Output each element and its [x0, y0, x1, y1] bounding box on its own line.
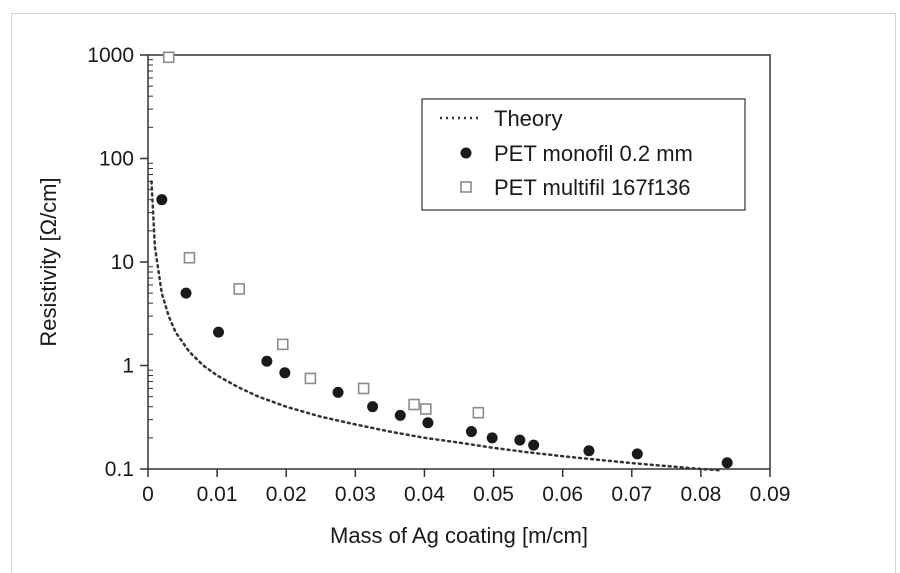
monofil-point	[721, 457, 733, 469]
x-tick-label: 0.05	[473, 483, 514, 506]
x-tick-label: 0.03	[335, 483, 376, 506]
y-tick-label: 100	[99, 148, 134, 171]
monofil-point	[212, 326, 224, 338]
y-tick-label: 0.1	[105, 458, 134, 481]
x-tick-label: 0.01	[197, 483, 238, 506]
x-tick-label: 0.09	[750, 483, 791, 506]
multifil-point	[276, 338, 289, 351]
monofil-point	[279, 367, 291, 379]
x-tick-label: 0.06	[542, 483, 583, 506]
monofil-point	[465, 426, 477, 438]
multifil-point	[162, 51, 175, 64]
monofil-point	[394, 409, 406, 421]
monofil-point	[332, 386, 344, 398]
monofil-point	[583, 445, 595, 457]
monofil-point	[528, 439, 540, 451]
multifil-point	[408, 398, 420, 411]
x-tick-label: 0.08	[680, 483, 721, 506]
multifil-point	[304, 372, 317, 385]
monofil-point	[156, 194, 168, 206]
theory-curve	[150, 180, 723, 472]
y-axis-label: Resistivity [Ω/cm]	[36, 177, 61, 346]
monofil-point	[180, 287, 192, 299]
multifil-point	[472, 406, 485, 419]
x-tick-label: 0	[142, 483, 154, 506]
x-tick-label: 0.02	[266, 483, 307, 506]
multifil-point	[233, 283, 246, 295]
legend-multifil-symbol	[460, 181, 472, 193]
monofil-point	[514, 434, 526, 446]
legend-monofil-label: PET monofil 0.2 mm	[494, 141, 693, 166]
legend: Theory PET monofil 0.2 mm PET multifil 1…	[421, 98, 746, 211]
legend-monofil-symbol	[460, 147, 472, 159]
x-tick-label: 0.04	[404, 483, 445, 506]
monofil-point	[422, 417, 434, 429]
resistivity-chart: 0 0.01 0.02 0.03 0.04 0.05 0.06 0.07 0.08 0.09 0.1…	[36, 44, 791, 548]
multifil-point	[357, 382, 370, 395]
monofil-point	[631, 448, 643, 460]
y-tick-label: 1000	[87, 44, 134, 67]
y-tick-label: 1	[122, 355, 134, 378]
monofil-point	[261, 355, 273, 367]
x-axis-label: Mass of Ag coating [m/cm]	[330, 523, 588, 548]
monofil-point	[486, 432, 498, 444]
y-tick-label: 10	[111, 251, 134, 274]
multifil-point	[183, 251, 196, 264]
multifil-point	[420, 403, 432, 415]
x-tick-label: 0.07	[611, 483, 652, 506]
legend-theory-label: Theory	[494, 106, 562, 131]
legend-box	[421, 98, 746, 211]
legend-multifil-label: PET multifil 167f136	[494, 175, 690, 200]
monofil-point	[367, 401, 379, 413]
